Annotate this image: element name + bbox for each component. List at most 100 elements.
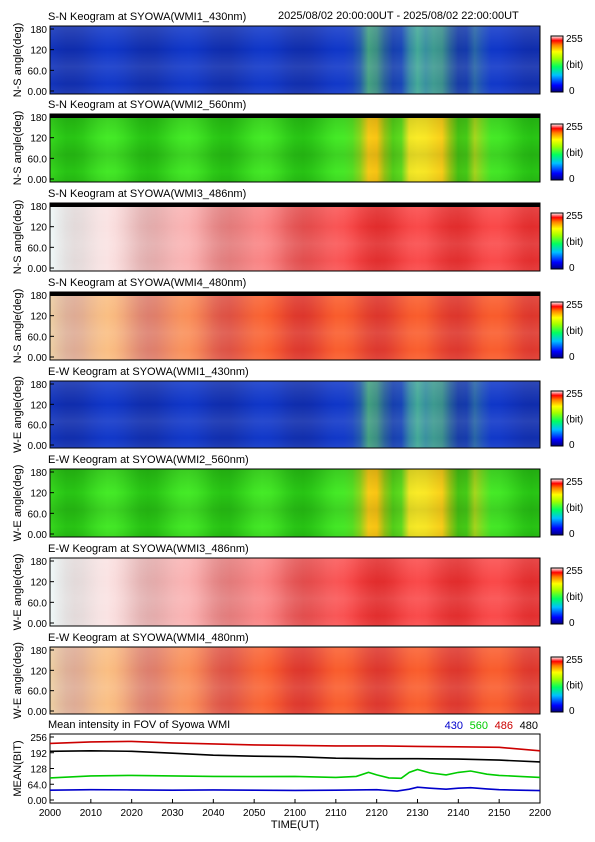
panel-frame <box>49 291 541 361</box>
colorbar-max-label: 255 <box>566 300 583 311</box>
y-tick-label: 120 <box>30 400 47 411</box>
time-range-label: 2025/08/02 20:00:00UT - 2025/08/02 22:00… <box>278 10 519 22</box>
y-tick-label: 0.00 <box>28 530 48 541</box>
y-axis-label: MEAN(BIT) <box>12 740 24 796</box>
panel-frame <box>49 557 541 627</box>
heatmap-shading <box>50 114 540 182</box>
y-tick-label: 256 <box>30 733 47 744</box>
x-tick-label: 2100 <box>284 808 307 819</box>
colorbar-unit-label: (bit) <box>566 681 583 692</box>
keogram-panel-1: S-N Keogram at SYOWA(WMI1_430nm)180 120 60… <box>12 11 583 98</box>
colorbar-min-label: 0 <box>569 263 575 274</box>
y-tick-label: 0.00 <box>28 264 48 275</box>
no-data-band <box>50 114 540 118</box>
y-tick-label: 0.00 <box>28 441 48 452</box>
x-tick-label: 2050 <box>243 808 266 819</box>
series-line-486 <box>49 740 541 752</box>
colorbar-max-label: 255 <box>566 211 583 222</box>
colorbar <box>550 656 564 713</box>
keogram-panel-2: S-N Keogram at SYOWA(WMI2_560nm)180 120 60… <box>12 99 583 186</box>
colorbar-unit-label: (bit) <box>566 326 583 337</box>
y-tick-label: 180 <box>30 380 47 391</box>
y-tick-label: 120 <box>30 223 47 234</box>
y-axis-label: W-E angle(deg) <box>12 465 24 542</box>
y-tick-label: 0.00 <box>28 353 48 364</box>
panel-frame <box>49 113 541 183</box>
x-tick-label: 2020 <box>121 808 144 819</box>
heatmap-shading <box>50 647 540 714</box>
x-tick-label: 2200 <box>529 808 552 819</box>
y-tick-label: 180 <box>30 25 47 36</box>
panel-title: Mean intensity in FOV of Syowa WMI <box>48 719 230 731</box>
colorbar <box>550 567 564 625</box>
keogram-panel-8: E-W Keogram at SYOWA(WMI4_480nm)180 120 60… <box>12 632 583 719</box>
colorbar <box>550 35 564 93</box>
colorbar <box>550 301 564 359</box>
no-data-band <box>50 292 540 296</box>
y-tick-label: 120 <box>30 46 47 57</box>
panel-title: E-W Keogram at SYOWA(WMI1_430nm) <box>48 366 249 378</box>
y-axis-label: N-S angle(deg) <box>12 200 24 275</box>
colorbar-unit-label: (bit) <box>566 592 583 603</box>
y-tick-label: 0.00 <box>28 175 48 186</box>
y-axis-label: N-S angle(deg) <box>12 289 24 364</box>
panel-title: E-W Keogram at SYOWA(WMI3_486nm) <box>48 543 249 555</box>
legend-entry-560: 560 <box>470 720 488 732</box>
colorbar-unit-label: (bit) <box>566 415 583 426</box>
y-tick-label: 0.00 <box>28 87 48 98</box>
series-line-560 <box>49 768 541 780</box>
colorbar-min-label: 0 <box>569 706 575 717</box>
y-tick-label: 0.00 <box>28 707 48 718</box>
heatmap-shading <box>50 26 540 94</box>
heatmap-shading <box>50 292 540 360</box>
y-tick-label: 0.00 <box>28 619 48 630</box>
y-tick-label: 120 <box>30 578 47 589</box>
series-line-430 <box>49 786 541 792</box>
panel-frame <box>49 646 541 715</box>
no-data-band <box>50 203 540 207</box>
colorbar-unit-label: (bit) <box>566 237 583 248</box>
y-axis-label: W-E angle(deg) <box>12 642 24 719</box>
colorbar-unit-label: (bit) <box>566 503 583 514</box>
y-tick-label: 60.0 <box>28 332 48 343</box>
panel-frame <box>49 202 541 272</box>
colorbar <box>550 478 564 536</box>
y-tick-label: 120 <box>30 666 47 677</box>
keogram-panel-4: S-N Keogram at SYOWA(WMI4_480nm)180 120 60… <box>12 277 583 364</box>
colorbar-max-label: 255 <box>566 566 583 577</box>
panel-title: E-W Keogram at SYOWA(WMI2_560nm) <box>48 454 249 466</box>
panel-title: S-N Keogram at SYOWA(WMI4_480nm) <box>48 277 246 289</box>
x-tick-label: 2130 <box>406 808 429 819</box>
x-tick-label: 2120 <box>366 808 389 819</box>
colorbar-min-label: 0 <box>569 352 575 363</box>
y-axis-label: N-S angle(deg) <box>12 23 24 98</box>
y-tick-label: 180 <box>30 557 47 568</box>
panel-frame <box>49 468 541 538</box>
y-tick-label: 60.0 <box>28 66 48 77</box>
y-tick-label: 180 <box>30 202 47 213</box>
y-tick-label: 60.0 <box>28 509 48 520</box>
panel-title: E-W Keogram at SYOWA(WMI4_480nm) <box>48 632 249 644</box>
x-tick-label: 2110 <box>325 808 347 819</box>
colorbar <box>550 123 564 181</box>
series-line-480 <box>49 749 541 763</box>
colorbar-min-label: 0 <box>569 440 575 451</box>
y-tick-label: 120 <box>30 489 47 500</box>
y-tick-label: 180 <box>30 646 47 657</box>
colorbar-max-label: 255 <box>566 34 583 45</box>
keogram-panel-3: S-N Keogram at SYOWA(WMI3_486nm)180 120 60… <box>12 188 583 275</box>
y-tick-label: 64.0 <box>28 780 48 791</box>
x-tick-label: 2040 <box>202 808 225 819</box>
y-tick-label: 180 <box>30 468 47 479</box>
colorbar-unit-label: (bit) <box>566 148 583 159</box>
colorbar <box>550 212 564 270</box>
colorbar-max-label: 255 <box>566 655 583 666</box>
keogram-panel-7: E-W Keogram at SYOWA(WMI3_486nm)180 120 60… <box>12 543 583 630</box>
colorbar-min-label: 0 <box>569 174 575 185</box>
plots-container: S-N Keogram at SYOWA(WMI1_430nm)18012060… <box>12 11 583 831</box>
keogram-panel-6: E-W Keogram at SYOWA(WMI2_560nm)180 120 60… <box>12 454 583 541</box>
legend-entry-430: 430 <box>445 720 463 732</box>
y-axis-label: W-E angle(deg) <box>12 554 24 631</box>
panel-title: S-N Keogram at SYOWA(WMI3_486nm) <box>48 188 246 200</box>
